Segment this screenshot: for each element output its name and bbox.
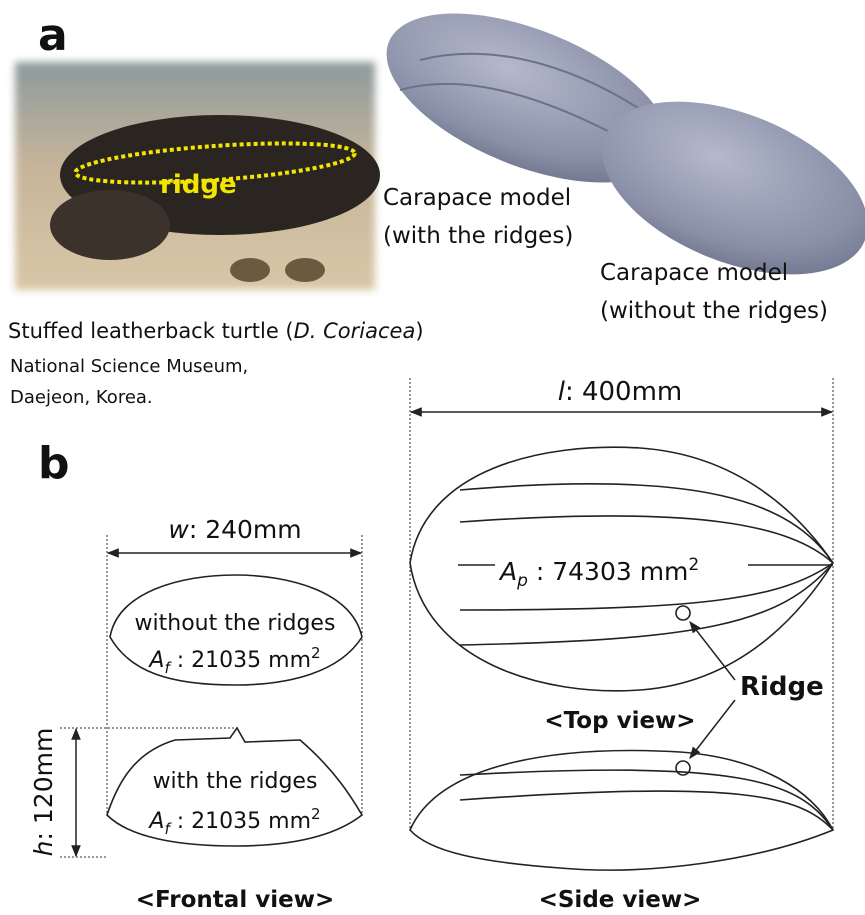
text-part: : 21035 mm [170,809,311,834]
text-part: A [147,648,164,673]
frontal-label: without the ridges [135,611,336,636]
text-part: : 21035 mm [170,648,311,673]
text-part: : 240mm [189,515,302,544]
figure: a b ridge Carapace model (with the ridge… [0,0,865,915]
ridge-label: Ridge [740,672,824,702]
panel-label: b [38,438,70,489]
area-label: Af : 21035 mm2 [147,805,320,838]
text-part: ) [415,319,423,343]
photo: ridge [15,62,380,290]
photo-credit: National Science Museum, [10,356,248,377]
text-part: : 120mm [29,728,58,841]
page: a b ridge Carapace model (with the ridge… [0,0,865,915]
text-part: h [29,840,58,856]
area-label: Af : 21035 mm2 [147,644,320,677]
dimension-label: w: 240mm [168,515,301,544]
frontal-label: with the ridges [153,769,318,794]
model-title: Carapace model [383,185,571,211]
dimension-label: h: 120mm [29,728,58,857]
view-caption: <Top view> [544,708,695,734]
model-variant: (without the ridges) [600,298,828,324]
text-part: : 400mm [565,377,682,407]
photo-label: ridge [160,170,237,200]
text-part: 2 [688,555,699,575]
text-part: p [516,571,528,591]
text-part: w [168,515,189,544]
text-part: A [498,557,517,586]
model-title: Carapace model [600,260,788,286]
text-part: A [147,809,164,834]
model-variant: (with the ridges) [383,223,573,249]
area-label: Ap : 74303 mm2 [498,555,699,591]
ridge-arrow [690,622,735,680]
photo-caption: Stuffed leatherback turtle (D. Coriacea) [8,319,424,343]
dimension-label: l: 400mm [558,377,683,407]
view-caption: <Side view> [539,887,702,913]
ridge-arrow [690,700,735,758]
text-part: : 74303 mm [528,557,689,586]
panel-label: a [38,10,68,61]
text-part: Stuffed leatherback turtle ( [8,319,294,343]
photo-credit: Daejeon, Korea. [10,387,153,408]
text-part: D. Coriacea [294,319,416,343]
side-view [410,751,833,871]
view-caption: <Frontal view> [136,887,334,913]
text-part: 2 [311,644,321,662]
text-part: 2 [311,805,321,823]
